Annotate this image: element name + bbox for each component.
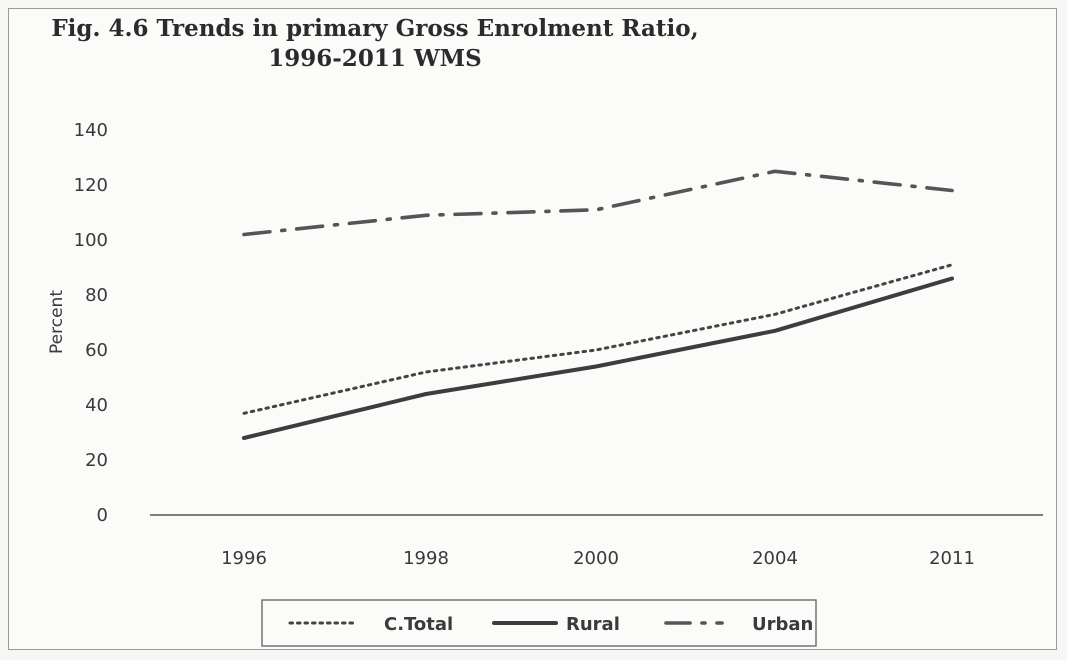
chart-subtitle: 1996-2011 WMS — [268, 45, 482, 72]
x-tick-label: 2011 — [929, 548, 975, 569]
x-tick-label: 2004 — [752, 548, 798, 569]
y-tick-label: 60 — [85, 340, 108, 361]
chart-title-block: Fig. 4.6 Trends in primary Gross Enrolme… — [0, 14, 750, 74]
chart-axes: 0 20 40 60 80 100 120 140 1996 1998 2000 2004 2011 — [74, 120, 1043, 569]
y-tick-label: 100 — [74, 230, 108, 251]
legend-label: Urban — [752, 614, 813, 635]
y-tick-label: 40 — [85, 395, 108, 416]
series-line-rural — [242, 276, 954, 440]
chart-series — [242, 169, 954, 440]
chart-frame — [8, 8, 1057, 650]
y-axis-label: Percent — [47, 290, 67, 354]
series-line-urban — [242, 169, 954, 237]
x-tick-label: 1996 — [221, 548, 267, 569]
chart-title: Fig. 4.6 Trends in primary Gross Enrolme… — [51, 15, 699, 42]
legend-label: Rural — [566, 614, 620, 635]
y-tick-label: 120 — [74, 175, 108, 196]
y-tick-label: 140 — [74, 120, 108, 141]
legend-label: C.Total — [384, 614, 453, 635]
chart-legend: C.Total Rural Urban — [261, 599, 817, 647]
series-line-c-total — [242, 263, 954, 415]
x-tick-label: 1998 — [403, 548, 449, 569]
y-tick-label: 80 — [85, 285, 108, 306]
x-tick-label: 2000 — [573, 548, 619, 569]
y-tick-label: 0 — [97, 505, 108, 526]
y-tick-label: 20 — [85, 450, 108, 471]
